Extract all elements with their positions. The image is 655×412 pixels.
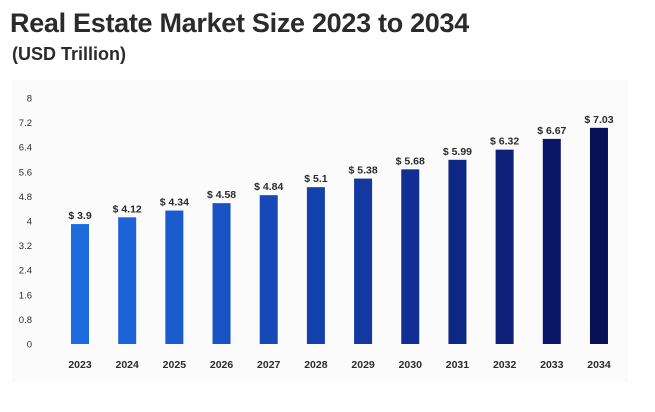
- x-tick-label-2026: 2026: [210, 359, 234, 371]
- bar-2033: [542, 138, 561, 344]
- x-tick-label-2033: 2033: [540, 359, 564, 371]
- data-label-2030: $ 5.68: [396, 155, 425, 167]
- x-tick-label-2024: 2024: [116, 359, 140, 371]
- x-tick-label-2030: 2030: [399, 359, 423, 371]
- data-label-2033: $ 6.67: [537, 125, 566, 137]
- bar-2026: [212, 203, 231, 344]
- bar-2031: [448, 159, 467, 344]
- y-tick-label: 8: [27, 94, 32, 105]
- chart-subtitle: (USD Trillion): [12, 44, 126, 64]
- x-tick-label-2025: 2025: [163, 359, 187, 371]
- data-label-2032: $ 6.32: [490, 136, 519, 148]
- data-label-2025: $ 4.34: [160, 197, 189, 209]
- bar-2027: [259, 195, 278, 344]
- x-tick-label-2034: 2034: [587, 359, 611, 371]
- x-tick-label-2028: 2028: [304, 359, 328, 371]
- data-label-2028: $ 5.1: [304, 173, 328, 185]
- y-tick-label: 2.4: [19, 266, 32, 277]
- y-tick-label: 3.2: [19, 241, 32, 252]
- data-label-2027: $ 4.84: [254, 181, 283, 193]
- data-label-2023: $ 3.9: [68, 210, 92, 222]
- bar-2032: [495, 149, 514, 344]
- bar-2030: [401, 169, 420, 344]
- chart-panel: 0 0.8 1.6 2.4 3.2 4 4.8 5.6 6.4 7.2 8 $ 3.9 2023 $ 4.…: [12, 80, 628, 382]
- data-label-2031: $ 5.99: [443, 146, 472, 158]
- x-tick-label-2027: 2027: [257, 359, 281, 371]
- y-tick-label: 1.6: [19, 290, 32, 301]
- bar-chart: 0 0.8 1.6 2.4 3.2 4 4.8 5.6 6.4 7.2 8 $ 3.9 2023 $ 4.…: [19, 94, 614, 372]
- y-tick-label: 7.2: [19, 118, 32, 129]
- x-tick-label-2029: 2029: [351, 359, 375, 371]
- chart-title: Real Estate Market Size 2023 to 2034: [10, 8, 469, 38]
- y-tick-label: 6.4: [19, 143, 32, 154]
- data-label-2034: $ 7.03: [584, 114, 613, 126]
- bar-2023: [71, 224, 89, 344]
- data-label-2024: $ 4.12: [113, 203, 142, 215]
- data-label-2029: $ 5.38: [348, 165, 377, 177]
- y-tick-label: 0.8: [19, 315, 32, 326]
- x-tick-label-2031: 2031: [446, 359, 470, 371]
- bar-2025: [165, 210, 184, 344]
- y-tick-label: 5.6: [19, 167, 32, 178]
- bar-2029: [354, 178, 373, 344]
- y-tick-label: 0: [27, 340, 32, 351]
- x-tick-label-2023: 2023: [68, 359, 92, 371]
- x-tick-label-2032: 2032: [493, 359, 517, 371]
- bar-2034: [589, 127, 608, 344]
- bar-2028: [306, 187, 325, 344]
- y-tick-label: 4.8: [19, 192, 32, 203]
- y-tick-label: 4: [27, 217, 32, 228]
- data-label-2026: $ 4.58: [207, 189, 236, 201]
- bar-2024: [118, 217, 137, 344]
